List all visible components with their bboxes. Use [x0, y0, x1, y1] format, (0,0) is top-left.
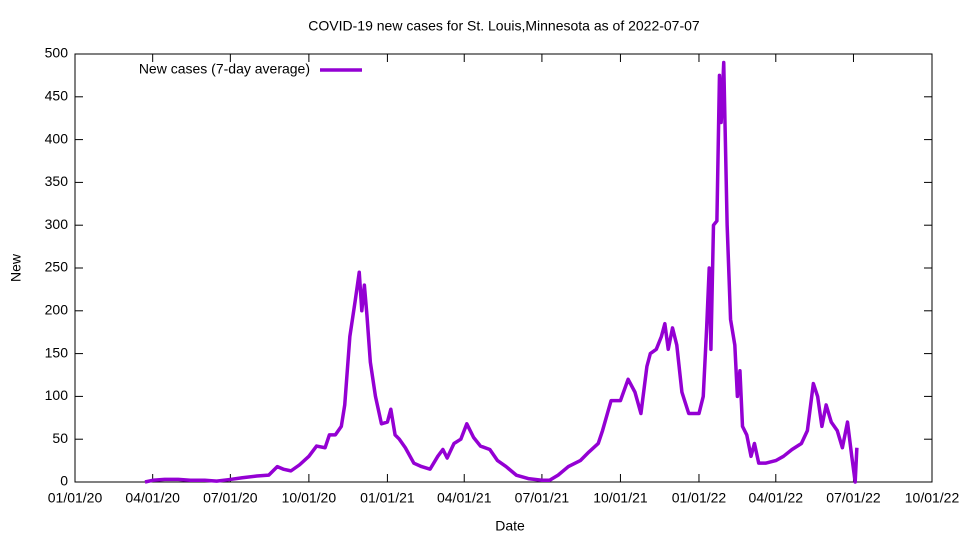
y-tick-label: 50: [52, 430, 68, 446]
legend-label: New cases (7-day average): [139, 61, 310, 77]
x-tick-label: 04/01/20: [125, 490, 180, 506]
y-tick-label: 450: [45, 88, 69, 104]
x-tick-label: 01/01/22: [672, 490, 727, 506]
x-tick-label: 01/01/20: [48, 490, 103, 506]
x-tick-label: 04/01/22: [749, 490, 804, 506]
x-tick-label: 07/01/21: [515, 490, 570, 506]
y-tick-label: 100: [45, 387, 69, 403]
series-line: [144, 60, 859, 484]
plot-border: [74, 53, 933, 483]
y-tick-label: 250: [45, 259, 69, 275]
x-tick-label: 04/01/21: [437, 490, 492, 506]
y-tick-label: 400: [45, 130, 69, 146]
x-tick-label: 10/01/20: [282, 490, 337, 506]
y-axis-label: New: [8, 253, 24, 282]
y-tick-label: 350: [45, 173, 69, 189]
y-tick-label: 300: [45, 216, 69, 232]
x-tick-label: 07/01/22: [826, 490, 881, 506]
chart-title: COVID-19 new cases for St. Louis,Minneso…: [308, 18, 700, 34]
y-tick-label: 0: [60, 473, 68, 489]
x-tick-label: 01/01/21: [360, 490, 415, 506]
x-tick-label: 10/01/21: [593, 490, 648, 506]
x-axis-label: Date: [495, 518, 525, 534]
y-tick-label: 500: [45, 45, 69, 61]
x-tick-label: 10/01/22: [905, 490, 960, 506]
x-tick-label: 07/01/20: [203, 490, 258, 506]
y-tick-label: 150: [45, 344, 69, 360]
y-tick-label: 200: [45, 302, 69, 318]
